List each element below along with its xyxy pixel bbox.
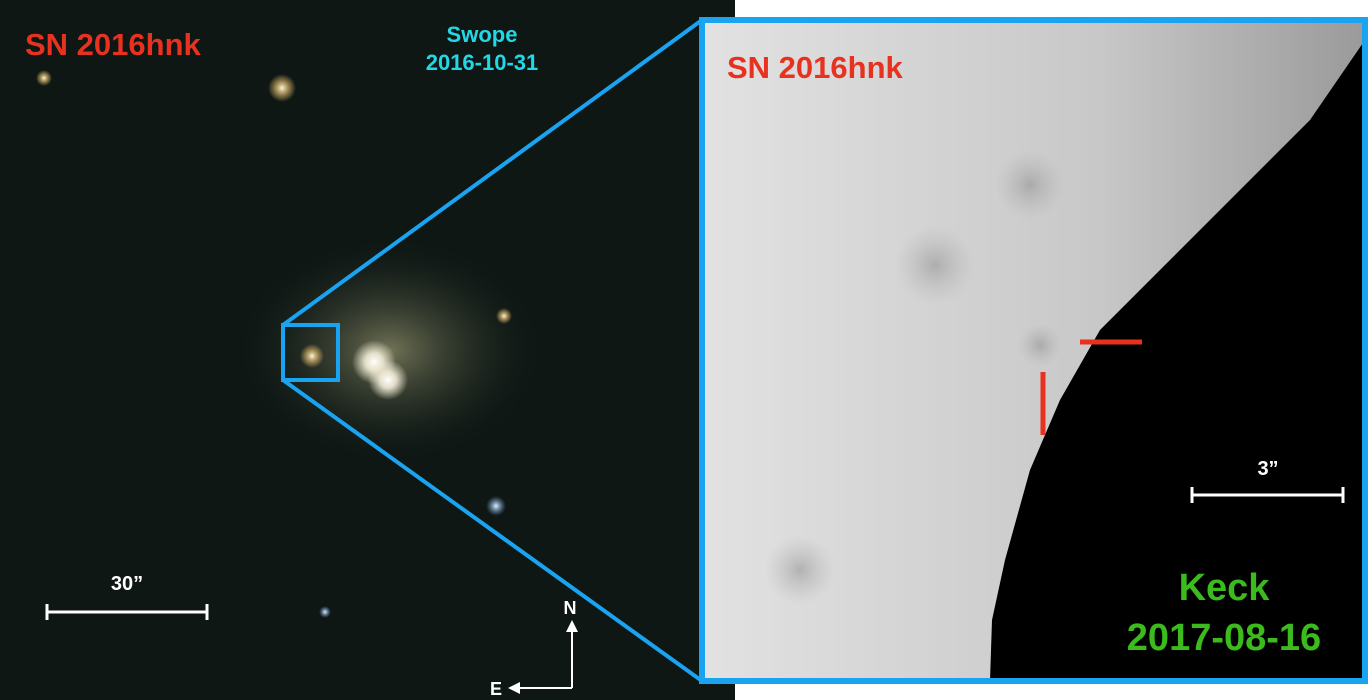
swope-image: [0, 0, 735, 700]
date-label: 2016-10-31: [426, 50, 539, 75]
east-label: E: [490, 679, 502, 699]
scale-label: 30”: [111, 573, 143, 595]
right-scale-label: 3”: [1257, 458, 1278, 480]
left-title: SN 2016hnk: [25, 27, 202, 62]
north-label: N: [564, 598, 577, 618]
right-title: SN 2016hnk: [727, 50, 904, 85]
telescope-label: Swope: [447, 22, 518, 47]
keck-label: Keck: [1179, 567, 1271, 609]
figure: SN 2016hnk Swope 2016-10-31 30” N E SN 2…: [0, 0, 1371, 700]
keck-date: 2017-08-16: [1127, 617, 1321, 659]
